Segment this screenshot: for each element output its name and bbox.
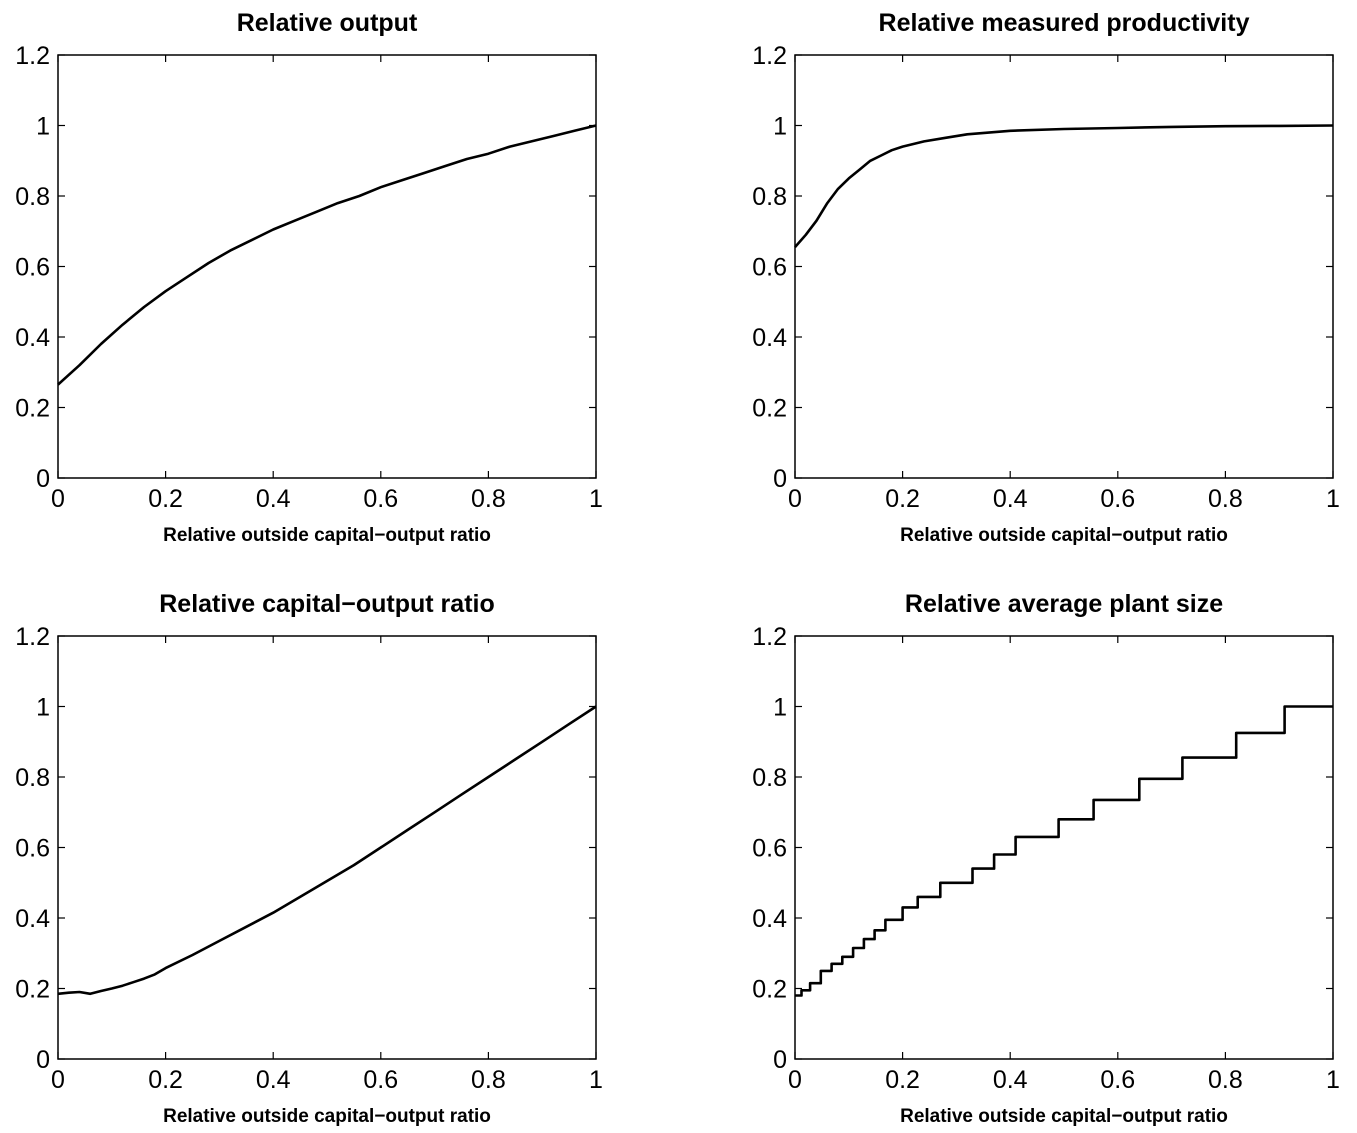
chart-relative-average-plant-size: Relative average plant size 0 0.2 0.4 0.6 0.… xyxy=(752,590,1340,1127)
x-tick-label: 1 xyxy=(589,485,603,513)
axis-ticks: 0 0.2 0.4 0.6 0.8 1 0 0.2 0.4 0.6 0.8 1 1.2 xyxy=(15,623,603,1094)
axis-ticks: 0 0.2 0.4 0.6 0.8 1 0 0.2 0.4 0.6 0.8 1 1.2 xyxy=(15,42,603,513)
x-tick-label: 0.2 xyxy=(148,485,183,513)
x-tick-label: 0.4 xyxy=(256,1066,291,1094)
plot-frame xyxy=(57,635,597,1060)
plot-frame xyxy=(794,635,1334,1060)
data-marks xyxy=(794,124,1334,248)
series-line xyxy=(57,124,597,386)
x-tick-label: 0.8 xyxy=(1208,1066,1243,1094)
y-tick-label: 0.6 xyxy=(15,254,50,282)
y-tick-label: 0.8 xyxy=(752,764,787,792)
x-tick-label: 0.8 xyxy=(471,485,506,513)
x-tick-label: 0.8 xyxy=(471,1066,506,1094)
y-tick-label: 0 xyxy=(36,465,50,493)
series-line xyxy=(57,705,597,996)
x-tick-label: 1 xyxy=(589,1066,603,1094)
plot-frame xyxy=(57,54,597,479)
y-tick-label: 0.6 xyxy=(752,835,787,863)
y-tick-label: 1 xyxy=(36,694,50,722)
x-tick-label: 0 xyxy=(51,1066,65,1094)
x-tick-label: 0.4 xyxy=(993,485,1028,513)
axis-ticks: 0 0.2 0.4 0.6 0.8 1 0 0.2 0.4 0.6 0.8 1 1.2 xyxy=(752,42,1340,513)
chart-relative-capital-output-ratio: Relative capital−output ratio 0 0.2 0.4 0.6… xyxy=(15,590,603,1127)
x-tick-label: 0.6 xyxy=(1100,1066,1135,1094)
y-tick-label: 0.6 xyxy=(752,254,787,282)
x-axis-label: Relative outside capital−output ratio xyxy=(163,525,491,546)
x-tick-label: 0.4 xyxy=(256,485,291,513)
y-tick-label: 1.2 xyxy=(752,623,787,651)
chart-relative-measured-productivity: Relative measured productivity 0 0.2 0.4 0.… xyxy=(752,9,1340,546)
x-tick-label: 1 xyxy=(1326,485,1340,513)
y-tick-label: 1 xyxy=(36,113,50,141)
data-marks xyxy=(795,705,1333,997)
chart-title: Relative measured productivity xyxy=(879,9,1250,37)
y-tick-label: 0.6 xyxy=(15,835,50,863)
y-tick-label: 0.8 xyxy=(15,183,50,211)
y-tick-label: 0.4 xyxy=(15,324,50,352)
x-axis-label: Relative outside capital−output ratio xyxy=(163,1106,491,1127)
y-tick-label: 0.2 xyxy=(752,395,787,423)
y-tick-label: 0 xyxy=(773,465,787,493)
x-axis-label: Relative outside capital−output ratio xyxy=(900,525,1228,546)
series-line xyxy=(795,705,1333,997)
x-tick-label: 0 xyxy=(51,485,65,513)
y-tick-label: 0.2 xyxy=(15,395,50,423)
y-tick-label: 1.2 xyxy=(752,42,787,70)
y-tick-label: 1 xyxy=(773,113,787,141)
axis-ticks: 0 0.2 0.4 0.6 0.8 1 0 0.2 0.4 0.6 0.8 1 1.2 xyxy=(752,623,1340,1094)
chart-title: Relative capital−output ratio xyxy=(159,590,495,618)
chart-title: Relative average plant size xyxy=(905,590,1223,618)
y-tick-label: 0 xyxy=(773,1046,787,1074)
chart-relative-output: Relative output 0 0.2 0.4 0.6 0.8 1 0 0.2 0.4 0.6… xyxy=(15,9,603,546)
y-tick-label: 1.2 xyxy=(15,623,50,651)
y-tick-label: 0.2 xyxy=(752,976,787,1004)
y-tick-label: 0.8 xyxy=(752,183,787,211)
chart-title: Relative output xyxy=(237,9,418,37)
x-tick-label: 0.2 xyxy=(885,485,920,513)
x-tick-label: 0.4 xyxy=(993,1066,1028,1094)
y-tick-label: 0.4 xyxy=(752,905,787,933)
y-tick-label: 1 xyxy=(773,694,787,722)
x-tick-label: 0 xyxy=(788,1066,802,1094)
x-tick-label: 0.6 xyxy=(363,1066,398,1094)
y-tick-label: 0.4 xyxy=(752,324,787,352)
data-marks xyxy=(57,705,597,996)
plot-frame xyxy=(794,54,1334,479)
x-tick-label: 0.6 xyxy=(1100,485,1135,513)
x-tick-label: 0.2 xyxy=(885,1066,920,1094)
x-tick-label: 0.6 xyxy=(363,485,398,513)
x-tick-label: 0 xyxy=(788,485,802,513)
y-tick-label: 0.2 xyxy=(15,976,50,1004)
x-tick-label: 0.8 xyxy=(1208,485,1243,513)
x-axis-label: Relative outside capital−output ratio xyxy=(900,1106,1228,1127)
y-tick-label: 0.4 xyxy=(15,905,50,933)
y-tick-label: 0.8 xyxy=(15,764,50,792)
y-tick-label: 1.2 xyxy=(15,42,50,70)
y-tick-label: 0 xyxy=(36,1046,50,1074)
x-tick-label: 0.2 xyxy=(148,1066,183,1094)
series-line xyxy=(794,124,1334,248)
x-tick-label: 1 xyxy=(1326,1066,1340,1094)
data-marks xyxy=(57,124,597,386)
